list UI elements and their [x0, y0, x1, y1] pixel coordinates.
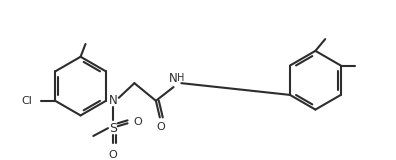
Text: O: O	[133, 117, 142, 127]
Text: S: S	[109, 122, 117, 135]
Text: N: N	[109, 94, 117, 107]
Text: O: O	[109, 150, 117, 160]
Text: O: O	[156, 122, 165, 132]
Text: Cl: Cl	[22, 96, 33, 106]
Text: N: N	[169, 72, 178, 85]
Text: H: H	[177, 73, 184, 83]
